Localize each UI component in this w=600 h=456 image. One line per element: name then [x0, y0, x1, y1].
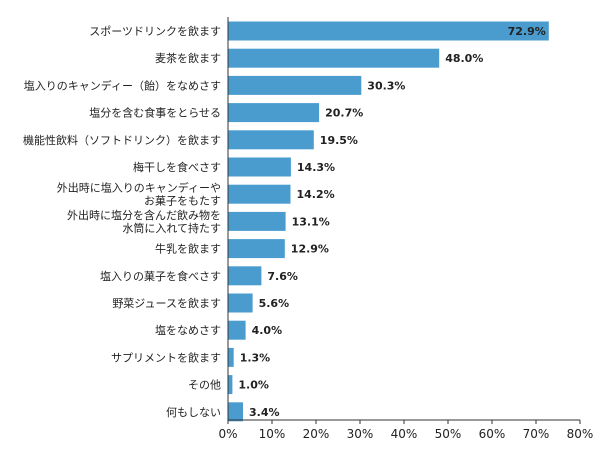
category-label: 機能性飲料（ソフトドリンク）を飲ます	[23, 133, 221, 147]
value-label: 48.0%	[445, 52, 483, 65]
bar	[228, 239, 285, 259]
category-label: お菓子をもたす	[144, 195, 221, 208]
bar	[228, 320, 246, 340]
x-tick-label: 70%	[523, 427, 550, 441]
category-label: サプリメントを飲ます	[111, 350, 221, 364]
category-label: 麦茶を飲ます	[155, 51, 221, 65]
value-label: 13.1%	[292, 215, 330, 228]
value-label: 7.6%	[267, 270, 298, 283]
category-label: 野菜ジュースを飲ます	[112, 296, 221, 310]
bar	[228, 130, 314, 150]
bar	[228, 48, 440, 68]
bar	[228, 402, 243, 422]
category-label: 塩をなめさす	[155, 323, 221, 337]
value-label: 19.5%	[320, 134, 358, 147]
category-label: その他	[188, 379, 221, 392]
category-label: 梅干しを食べさす	[133, 160, 221, 174]
value-label: 12.9%	[291, 243, 329, 256]
bar	[228, 184, 291, 204]
value-label: 30.3%	[367, 79, 405, 92]
x-tick-label: 10%	[259, 427, 286, 441]
bar	[228, 211, 286, 231]
value-label: 1.0%	[238, 379, 269, 392]
axis-layer: 0% 10% 20% 30% 40% 50% 60% 70% 80%	[218, 17, 593, 441]
category-label: 牛乳を飲ます	[155, 242, 221, 256]
category-label: 外出時に塩分を含んだ飲み物を	[67, 208, 221, 222]
value-label: 14.3%	[297, 161, 335, 174]
category-label: 外出時に塩入りのキャンディーや	[57, 181, 221, 195]
bar	[228, 375, 233, 395]
value-label: 1.3%	[240, 351, 271, 364]
value-label: 5.6%	[259, 297, 290, 310]
bar	[228, 103, 320, 123]
category-label: 塩入りの菓子を食べさす	[100, 269, 221, 283]
bar	[228, 266, 262, 286]
value-label: 14.2%	[297, 188, 335, 201]
labels-layer: スポーツドリンクを飲ます 72.9% 麦茶を飲ます 48.0% 塩入りのキャンディー（飴…	[23, 24, 546, 419]
value-label: 3.4%	[249, 406, 280, 419]
category-label: スポーツドリンクを飲ます	[89, 24, 221, 38]
bar	[228, 75, 362, 95]
category-label: 塩分を含む食事をとらせる	[89, 106, 221, 120]
x-tick-label: 80%	[567, 427, 594, 441]
category-label: 水筒に入れて持たす	[122, 221, 221, 235]
bar	[228, 293, 253, 313]
bar	[228, 157, 291, 177]
bar	[228, 347, 234, 367]
x-tick-label: 20%	[303, 427, 330, 441]
value-label: 20.7%	[325, 107, 363, 120]
bar	[228, 21, 549, 41]
x-tick-label: 40%	[391, 427, 418, 441]
value-label: 72.9%	[508, 25, 546, 38]
category-label: 何もしない	[166, 406, 221, 419]
value-label: 4.0%	[252, 324, 283, 337]
x-tick-label: 60%	[479, 427, 506, 441]
x-tick-label: 30%	[347, 427, 374, 441]
x-tick-label: 0%	[218, 427, 237, 441]
bars-layer	[228, 21, 549, 422]
category-label: 塩入りのキャンディー（飴）をなめさす	[24, 78, 221, 92]
x-tick-label: 50%	[435, 427, 462, 441]
